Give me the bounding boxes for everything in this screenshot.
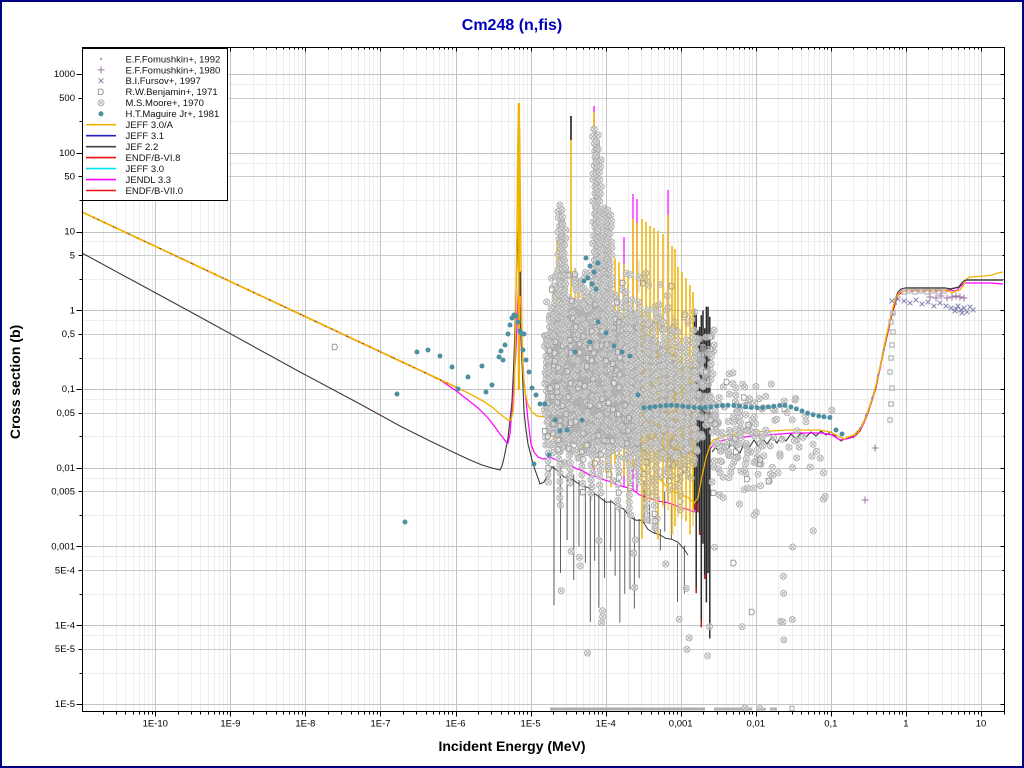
svg-text:1E-4: 1E-4 [596,719,616,730]
svg-text:E.F.Fomushkin+, 1980: E.F.Fomushkin+, 1980 [126,65,221,76]
svg-text:0,1: 0,1 [62,384,75,395]
svg-text:0,005: 0,005 [51,487,75,498]
svg-text:0,01: 0,01 [57,463,76,474]
svg-text:JEF 2.2: JEF 2.2 [126,142,159,153]
svg-text:0,1: 0,1 [824,719,837,730]
svg-text:ENDF/B-VII.0: ENDF/B-VII.0 [126,186,184,197]
svg-text:1E-9: 1E-9 [220,719,240,730]
svg-text:0,001: 0,001 [669,719,693,730]
svg-text:1E-4: 1E-4 [55,621,75,632]
svg-text:E.F.Fomushkin+, 1992: E.F.Fomushkin+, 1992 [126,54,221,65]
svg-text:M.S.Moore+, 1970: M.S.Moore+, 1970 [126,98,204,109]
svg-text:1E-6: 1E-6 [445,719,465,730]
svg-text:1E-7: 1E-7 [370,719,390,730]
svg-text:10: 10 [976,719,987,730]
svg-text:1E-8: 1E-8 [295,719,315,730]
svg-text:1000: 1000 [54,69,75,80]
svg-text:Incident Energy (MeV): Incident Energy (MeV) [438,738,585,754]
svg-text:Cm248 (n,fis): Cm248 (n,fis) [462,17,562,34]
svg-text:0,001: 0,001 [51,542,75,553]
svg-text:100: 100 [59,148,75,159]
svg-text:Cross section (b): Cross section (b) [7,325,23,439]
svg-text:0,05: 0,05 [57,408,76,419]
svg-text:1: 1 [903,719,908,730]
svg-text:1E-5: 1E-5 [55,699,75,710]
svg-text:5: 5 [70,250,75,261]
svg-text:JEFF 3.0: JEFF 3.0 [126,164,165,175]
svg-text:R.W.Benjamin+, 1971: R.W.Benjamin+, 1971 [126,87,218,98]
svg-text:0,5: 0,5 [62,329,75,340]
svg-text:10: 10 [64,227,75,238]
svg-text:0,01: 0,01 [747,719,766,730]
svg-text:50: 50 [64,172,75,183]
svg-text:B.I.Fursov+, 1997: B.I.Fursov+, 1997 [126,76,201,87]
svg-text:JEFF 3.1: JEFF 3.1 [126,131,165,142]
svg-text:1: 1 [70,305,75,316]
svg-text:JENDL 3.3: JENDL 3.3 [126,175,172,186]
svg-text:5E-4: 5E-4 [55,565,75,576]
svg-text:ENDF/B-VI.8: ENDF/B-VI.8 [126,153,181,164]
svg-text:1E-5: 1E-5 [521,719,541,730]
svg-text:1E-10: 1E-10 [143,719,168,730]
svg-text:500: 500 [59,93,75,104]
svg-text:H.T.Maguire Jr+, 1981: H.T.Maguire Jr+, 1981 [126,109,220,120]
svg-text:JEFF 3.0/A: JEFF 3.0/A [126,120,174,131]
svg-text:5E-5: 5E-5 [55,644,75,655]
